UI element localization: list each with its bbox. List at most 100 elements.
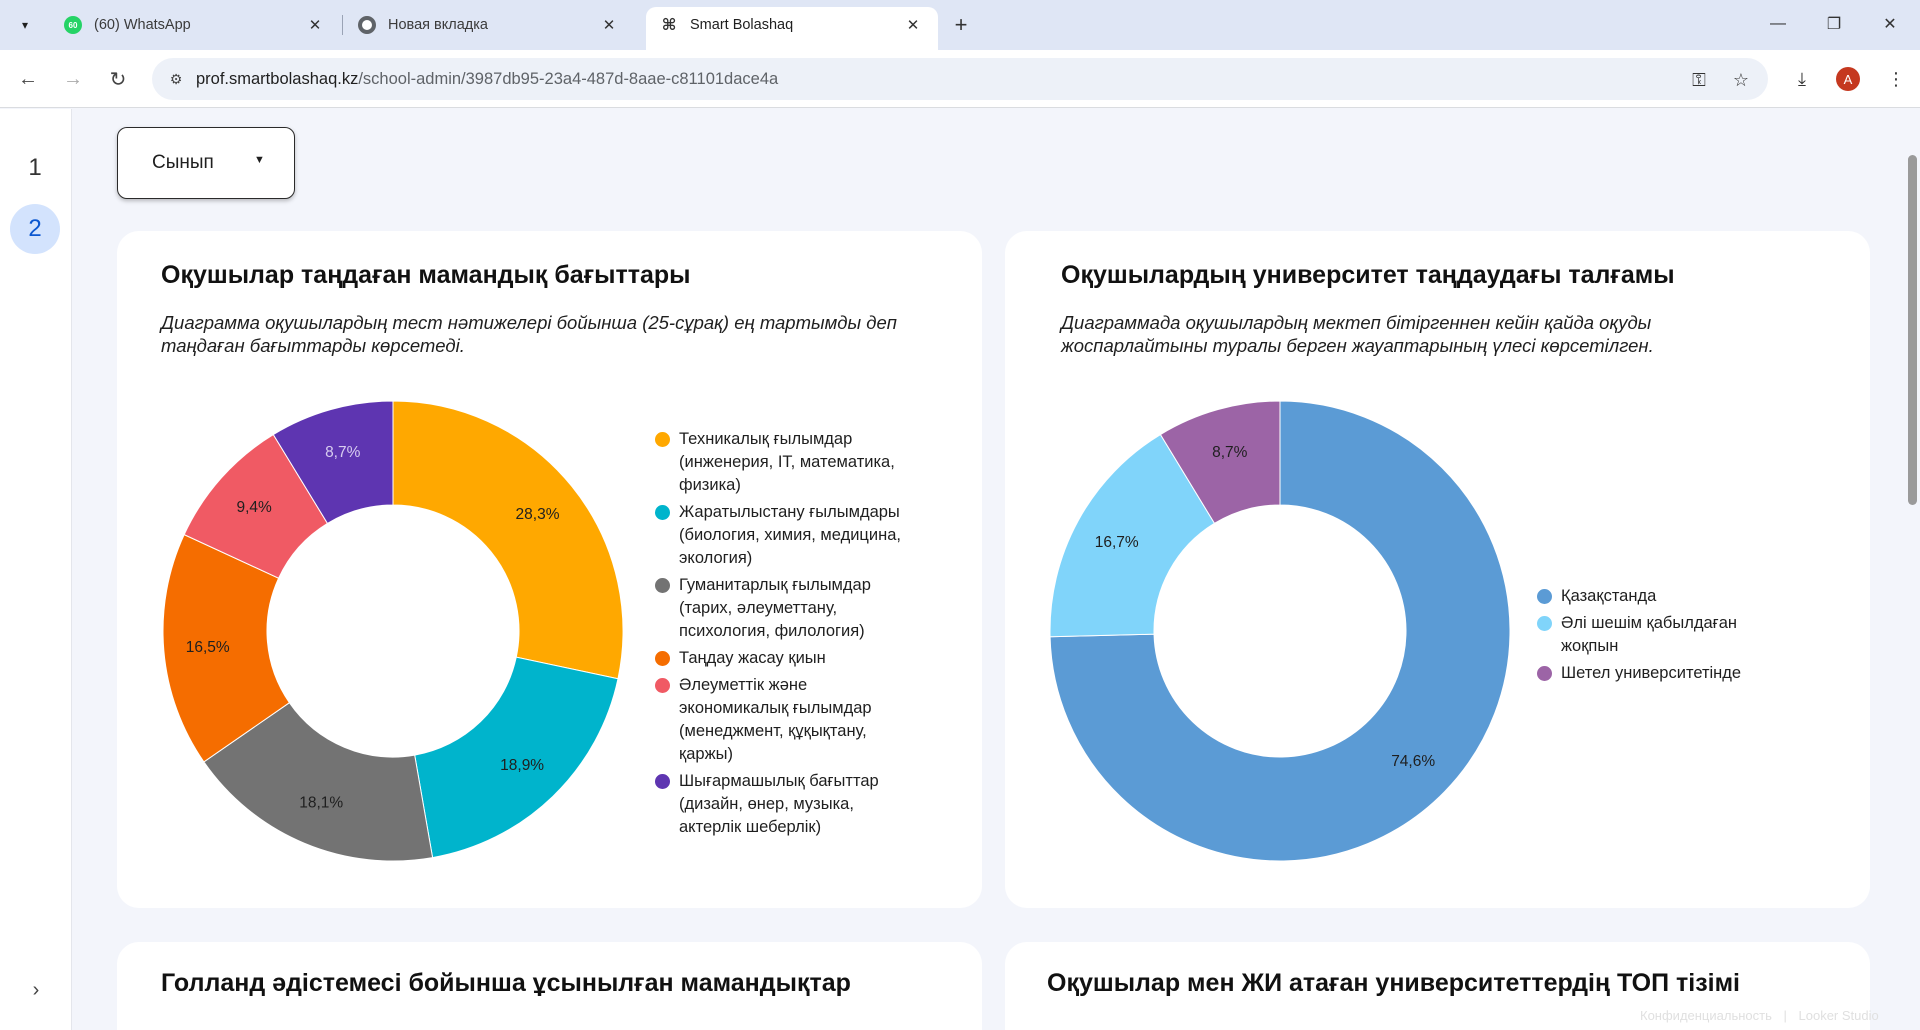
card-subtitle: Диаграммада оқушылардың мектеп бітіргенн… xyxy=(1061,312,1654,356)
slice-data-label: 9,4% xyxy=(236,499,272,516)
slice-data-label: 16,7% xyxy=(1095,534,1139,551)
browser-tab-bar: ▾ 60 (60) WhatsApp ✕ Новая вкладка ✕ ⌘ S… xyxy=(0,0,1920,50)
slice-data-label: 18,1% xyxy=(299,795,343,812)
donut-slice[interactable] xyxy=(414,656,619,859)
url-host: prof.smartbolashaq.kz xyxy=(196,70,359,88)
menu-kebab-icon[interactable]: ⋮ xyxy=(1887,68,1905,89)
legend-label: Шетел университетінде xyxy=(1561,664,1742,682)
chevron-right-icon[interactable]: › xyxy=(32,978,40,1001)
slice-data-label: 28,3% xyxy=(516,506,560,523)
legend-item[interactable]: Техникалық ғылымдар (инженерия, IT, мате… xyxy=(655,428,915,497)
filter-label: Сынып xyxy=(152,152,214,173)
window-close-icon[interactable]: ✕ xyxy=(1883,16,1897,33)
legend-item[interactable]: Әлі шешім қабылдаған жоқпын xyxy=(1537,612,1777,658)
slice-data-label: 16,5% xyxy=(186,639,230,656)
card-subtitle: Диаграмма оқушылардың тест нәтижелері бо… xyxy=(161,312,897,356)
tab-new-tab[interactable]: Новая вкладка ✕ xyxy=(344,7,634,43)
footer-divider: | xyxy=(1783,1008,1787,1023)
looker-studio-link[interactable]: Looker Studio xyxy=(1798,1008,1879,1023)
privacy-link[interactable]: Конфиденциальность xyxy=(1640,1008,1772,1023)
close-icon[interactable]: ✕ xyxy=(906,17,920,34)
report-page-nav: 1 2 › xyxy=(0,109,72,1030)
command-icon: ⌘ xyxy=(661,17,677,34)
bookmark-star-icon[interactable]: ☆ xyxy=(1732,69,1750,90)
directions-legend: Техникалық ғылымдар (инженерия, IT, мате… xyxy=(655,428,915,843)
tab-title: (60) WhatsApp xyxy=(94,17,191,33)
close-icon[interactable]: ✕ xyxy=(602,17,616,34)
forward-arrow-icon[interactable]: → xyxy=(63,67,83,90)
footer-links: Конфиденциальность | Looker Studio xyxy=(1640,1008,1879,1023)
holland-card: Голланд әдістемесі бойынша ұсынылған мам… xyxy=(117,942,982,1030)
profile-avatar[interactable]: A xyxy=(1836,67,1860,91)
legend-item[interactable]: Шығармашылық бағыттар (дизайн, өнер, муз… xyxy=(655,770,915,839)
legend-item[interactable]: Шетел университетінде xyxy=(1537,662,1777,685)
minimize-icon[interactable]: — xyxy=(1770,15,1786,32)
directions-donut-chart: 28,3% 18,9% 18,1% 16,5% 9,4% 8,7% xyxy=(163,401,623,861)
slice-data-label: 18,9% xyxy=(500,757,544,774)
universities-card: Оқушылардың университет таңдаудағы талға… xyxy=(1005,231,1870,908)
legend-item[interactable]: Әлеуметтік және экономикалық ғылымдар (м… xyxy=(655,674,915,766)
donut-slice[interactable] xyxy=(163,533,291,763)
reload-icon[interactable]: ↻ xyxy=(109,68,127,91)
slice-data-label: 8,7% xyxy=(325,444,361,461)
page-2-button[interactable]: 2 xyxy=(10,204,60,254)
tab-divider xyxy=(342,15,343,35)
donut-slice[interactable] xyxy=(1050,401,1510,861)
universities-donut-chart: 74,6% 16,7% 8,7% xyxy=(1050,401,1510,861)
tab-smart-bolashaq[interactable]: ⌘ Smart Bolashaq ✕ xyxy=(646,7,938,50)
donut-slice[interactable] xyxy=(1159,401,1281,525)
donut-slice[interactable] xyxy=(392,401,623,680)
caret-down-icon: ▼ xyxy=(254,154,265,166)
whatsapp-icon: 60 xyxy=(64,16,82,34)
legend-item[interactable]: Гуманитарлық ғылымдар (тарих, әлеуметтан… xyxy=(655,574,915,643)
browser-toolbar: ← → ↻ ⚙ prof.smartbolashaq.kz/school-adm… xyxy=(0,50,1920,108)
back-arrow-icon[interactable]: ← xyxy=(18,67,38,90)
download-icon[interactable]: ⤓ xyxy=(1798,68,1806,89)
restore-icon[interactable]: ❐ xyxy=(1826,16,1842,33)
legend-item[interactable]: Жаратылыстану ғылымдары (биология, химия… xyxy=(655,501,915,570)
close-icon[interactable]: ✕ xyxy=(308,17,322,34)
legend-dot xyxy=(655,774,670,789)
universities-legend: Қазақстанда Әлі шешім қабылдаған жоқпын Ше… xyxy=(1537,585,1777,689)
legend-item[interactable]: Қазақстанда xyxy=(1537,585,1777,608)
legend-label: Әлі шешім қабылдаған жоқпын xyxy=(1561,614,1737,655)
page-scrollbar[interactable] xyxy=(1908,155,1917,505)
card-title: Оқушылардың университет таңдаудағы талға… xyxy=(1061,261,1675,289)
legend-label: Қазақстанда xyxy=(1561,587,1657,605)
legend-dot xyxy=(655,678,670,693)
new-tab-plus-icon[interactable]: + xyxy=(954,12,968,37)
legend-dot xyxy=(655,578,670,593)
url-path: /school-admin/3987db95-23a4-487d-8aae-c8… xyxy=(358,70,779,88)
address-bar[interactable]: ⚙ prof.smartbolashaq.kz/school-admin/398… xyxy=(152,58,1768,100)
legend-dot xyxy=(655,651,670,666)
card-title: Оқушылар таңдаған мамандық бағыттары xyxy=(161,261,691,289)
tab-title: Новая вкладка xyxy=(388,17,488,33)
class-filter-dropdown[interactable]: Сынып ▼ xyxy=(117,127,295,199)
card-title: Оқушылар мен ЖИ атаған университеттердің… xyxy=(1047,969,1741,997)
url-text[interactable]: prof.smartbolashaq.kz/school-admin/3987d… xyxy=(196,70,778,89)
site-info-icon[interactable]: ⚙ xyxy=(169,70,183,87)
tab-title: Smart Bolashaq xyxy=(690,17,794,33)
legend-label: Жаратылыстану ғылымдары (биология, химия… xyxy=(679,503,901,567)
legend-label: Гуманитарлық ғылымдар (тарих, әлеуметтан… xyxy=(679,576,871,640)
legend-label: Әлеуметтік және экономикалық ғылымдар (м… xyxy=(679,676,872,763)
top-universities-card: Оқушылар мен ЖИ атаған университеттердің… xyxy=(1005,942,1870,1030)
donut-slice[interactable] xyxy=(1050,433,1216,638)
slice-data-label: 74,6% xyxy=(1391,753,1435,770)
card-title: Голланд әдістемесі бойынша ұсынылған мам… xyxy=(161,969,851,997)
tab-whatsapp[interactable]: 60 (60) WhatsApp ✕ xyxy=(50,7,340,43)
password-key-icon[interactable]: ⚿ xyxy=(1692,69,1706,90)
legend-dot xyxy=(1537,589,1552,604)
tab-search-chevron-icon[interactable]: ▾ xyxy=(21,18,29,32)
legend-dot xyxy=(1537,616,1552,631)
legend-dot xyxy=(655,505,670,520)
legend-label: Шығармашылық бағыттар (дизайн, өнер, муз… xyxy=(679,772,879,836)
legend-item[interactable]: Таңдау жасау қиын xyxy=(655,647,915,670)
legend-dot xyxy=(655,432,670,447)
page-1-button[interactable]: 1 xyxy=(28,154,42,181)
legend-label: Таңдау жасау қиын xyxy=(679,649,826,667)
donut-slice[interactable] xyxy=(203,702,434,861)
directions-card: Оқушылар таңдаған мамандық бағыттары Диа… xyxy=(117,231,982,908)
donut-slice[interactable] xyxy=(272,401,394,525)
legend-label: Техникалық ғылымдар (инженерия, IT, мате… xyxy=(679,430,895,494)
